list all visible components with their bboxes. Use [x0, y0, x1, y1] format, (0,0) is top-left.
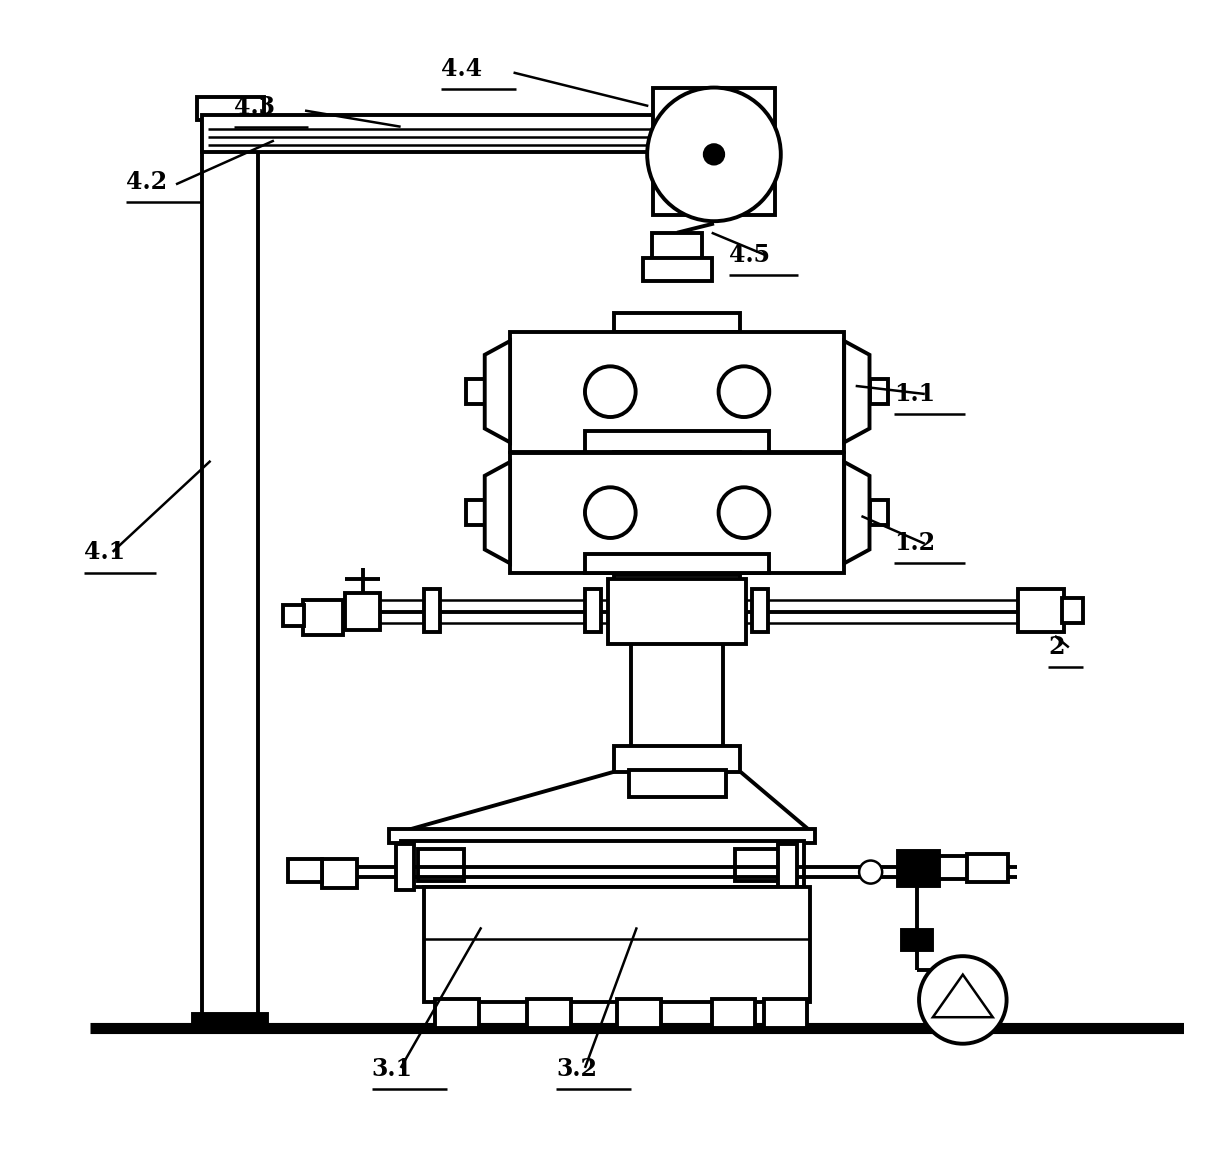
Bar	[614, 452, 741, 472]
Bar	[389, 829, 816, 843]
Bar	[585, 431, 770, 452]
Text: 1.2: 1.2	[894, 531, 935, 555]
Polygon shape	[485, 462, 510, 563]
Bar	[466, 379, 485, 404]
Bar	[528, 999, 572, 1028]
Circle shape	[585, 487, 636, 538]
Bar	[345, 593, 379, 630]
Circle shape	[719, 366, 770, 417]
Bar	[435, 999, 479, 1028]
Bar	[466, 500, 485, 525]
Bar	[751, 589, 769, 632]
Polygon shape	[844, 462, 869, 563]
Bar	[585, 554, 770, 573]
Text: 4.4: 4.4	[441, 56, 482, 81]
Polygon shape	[933, 975, 992, 1017]
Bar	[423, 887, 810, 1002]
Bar	[968, 854, 1008, 882]
Text: 4.1: 4.1	[84, 540, 125, 564]
Bar	[608, 579, 747, 644]
Bar	[193, 1014, 268, 1028]
Bar	[288, 859, 322, 882]
Circle shape	[719, 487, 770, 538]
Text: 3.1: 3.1	[372, 1056, 413, 1081]
Bar	[1062, 598, 1082, 623]
Bar	[711, 999, 755, 1028]
Circle shape	[860, 861, 882, 884]
Circle shape	[705, 145, 724, 164]
Bar	[1018, 589, 1064, 632]
Bar	[510, 453, 844, 573]
Bar	[322, 859, 356, 888]
Bar	[303, 600, 343, 635]
Text: 4.2: 4.2	[126, 169, 168, 194]
Bar	[203, 115, 694, 152]
Bar	[936, 856, 969, 879]
Text: 4.5: 4.5	[728, 243, 770, 267]
Bar	[734, 849, 781, 881]
Bar	[902, 930, 931, 950]
Bar	[618, 999, 662, 1028]
Text: 2: 2	[1048, 635, 1064, 659]
Circle shape	[919, 956, 1007, 1044]
Bar	[423, 589, 440, 632]
Bar	[652, 233, 703, 260]
Text: 1.1: 1.1	[894, 381, 935, 406]
Bar	[629, 770, 726, 797]
Text: 4.3: 4.3	[233, 94, 275, 119]
Bar	[764, 999, 807, 1028]
Text: 3.2: 3.2	[556, 1056, 597, 1081]
Circle shape	[585, 366, 636, 417]
Polygon shape	[844, 341, 869, 442]
Bar	[396, 844, 415, 890]
Bar	[400, 841, 804, 887]
Bar	[283, 605, 304, 626]
Bar	[869, 500, 888, 525]
Polygon shape	[485, 341, 510, 442]
Bar	[585, 589, 601, 632]
Bar	[642, 258, 711, 281]
Bar	[197, 97, 264, 120]
Bar	[418, 849, 465, 881]
Bar	[778, 844, 796, 890]
Circle shape	[647, 88, 781, 221]
Bar	[614, 746, 741, 772]
Bar	[203, 106, 258, 1028]
Bar	[510, 332, 844, 452]
Bar	[869, 379, 888, 404]
Bar	[614, 575, 741, 593]
Bar	[653, 88, 775, 215]
Bar	[614, 313, 741, 332]
Bar	[899, 851, 939, 886]
